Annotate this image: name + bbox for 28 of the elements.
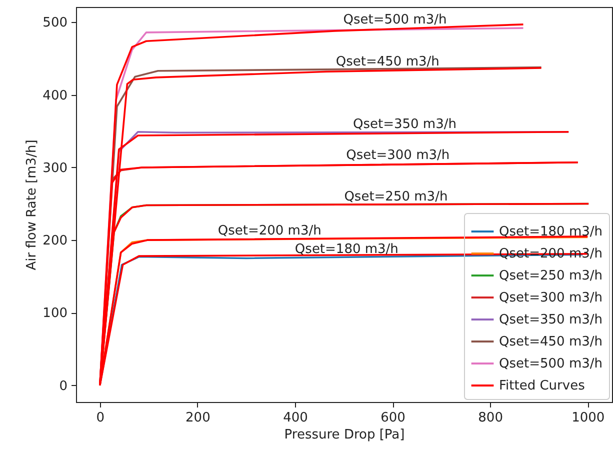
y-axis-title: Air flow Rate [m3/h] (24, 140, 40, 270)
legend-label: Qset=300 m3/h (499, 290, 602, 306)
annotation: Qset=500 m3/h (343, 12, 447, 28)
legend-label: Qset=500 m3/h (499, 356, 602, 372)
legend-label: Qset=250 m3/h (499, 268, 602, 284)
x-tick-label: 600 (380, 410, 406, 426)
x-tick-label: 200 (186, 410, 210, 426)
annotation: Qset=180 m3/h (294, 242, 398, 257)
x-tick-label: 1000 (572, 410, 605, 426)
y-tick-label: 500 (42, 16, 68, 31)
y-tick-label: 300 (42, 160, 68, 176)
annotation: Qset=300 m3/h (346, 148, 450, 164)
annotation: Qset=450 m3/h (336, 54, 440, 70)
legend-label: Fitted Curves (499, 378, 586, 394)
annotation: Qset=200 m3/h (218, 224, 322, 239)
y-tick-label: 0 (59, 378, 68, 394)
legend-label: Qset=180 m3/h (499, 224, 602, 240)
x-tick-label: 400 (283, 410, 308, 426)
annotation: Qset=250 m3/h (344, 190, 448, 204)
y-tick-label: 200 (42, 234, 68, 249)
x-tick-label: 0 (96, 410, 105, 426)
x-tick-label: 800 (478, 410, 503, 426)
x-axis-title: Pressure Drop [Pa] (284, 428, 405, 442)
y-tick-label: 100 (42, 306, 68, 322)
y-tick-label: 400 (42, 88, 68, 104)
legend-label: Qset=350 m3/h (499, 312, 602, 328)
annotation: Qset=350 m3/h (352, 116, 456, 132)
legend-label: Qset=450 m3/h (499, 334, 602, 350)
